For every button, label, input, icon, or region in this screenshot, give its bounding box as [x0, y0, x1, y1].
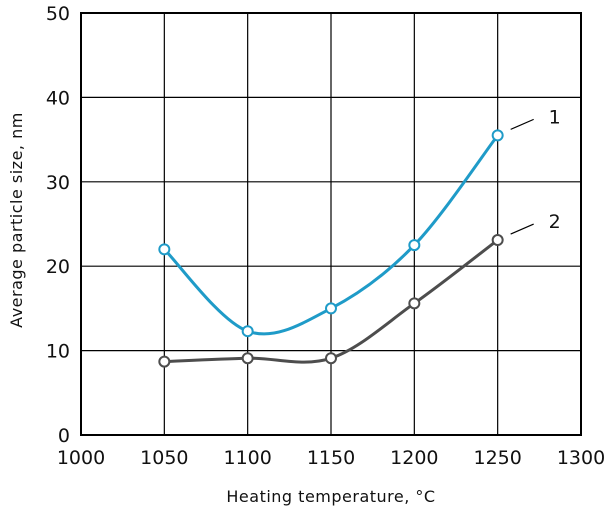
plot-frame: [80, 12, 582, 436]
y-tick-label: 40: [46, 87, 70, 109]
series-label: 1: [549, 106, 561, 128]
y-tick-label: 20: [46, 256, 70, 278]
grid: [81, 13, 581, 435]
data-point: [408, 297, 421, 310]
data-point: [241, 352, 254, 365]
y-tick-label: 30: [46, 172, 70, 194]
x-tick-label: 1000: [57, 447, 105, 469]
series-label: 2: [549, 211, 561, 233]
x-tick-label: 1200: [390, 447, 438, 469]
y-axis-title: Average particle size, nm: [7, 112, 26, 328]
x-tick-label: 1050: [140, 447, 188, 469]
y-tick-label: 0: [58, 425, 70, 447]
tick-labels: 1000 1050 1100 1150 1200 1250 1300 0 10 20 30 40 50: [46, 3, 605, 469]
data-point: [158, 355, 171, 368]
x-tick-label: 1300: [557, 447, 605, 469]
x-axis-title: Heating temperature, °C: [226, 487, 435, 506]
series-layer: 12: [158, 106, 561, 368]
data-point: [325, 302, 337, 315]
x-tick-label: 1100: [223, 447, 271, 469]
x-tick-label: 1150: [307, 447, 355, 469]
series-label-leader: [510, 223, 534, 235]
y-tick-label: 10: [46, 341, 70, 363]
series-label-leader: [510, 118, 534, 130]
data-point: [325, 352, 337, 365]
data-point: [491, 234, 504, 247]
y-tick-label: 50: [46, 3, 70, 25]
x-tick-label: 1250: [473, 447, 521, 469]
data-point: [241, 325, 254, 338]
data-point: [491, 129, 504, 142]
data-point: [158, 243, 171, 256]
data-point: [408, 239, 421, 252]
